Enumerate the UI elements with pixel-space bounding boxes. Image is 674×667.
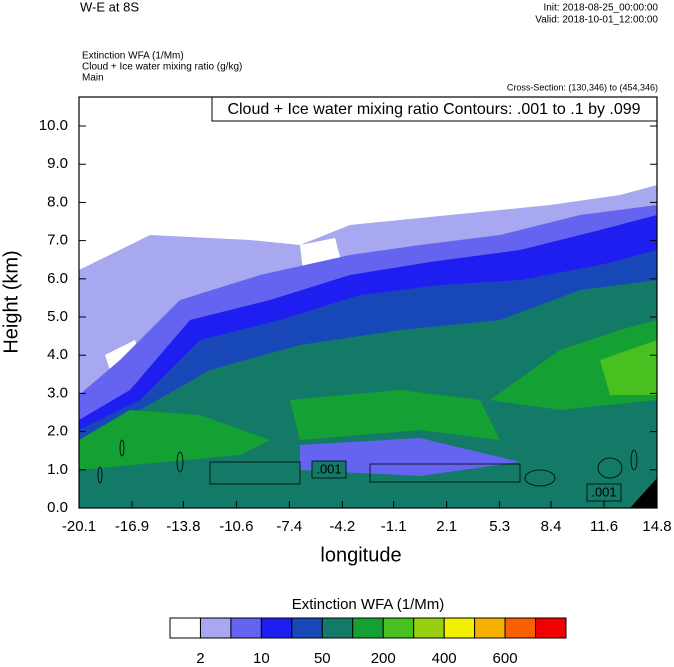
x-tick-label: -7.4 (276, 518, 302, 535)
colorbar-swatch (260, 617, 293, 639)
colorbar-label: 10 (253, 650, 270, 667)
contour-info: Cloud + Ice water mixing ratio Contours:… (227, 101, 640, 118)
colorbar-swatch (199, 617, 232, 639)
x-tick-label: 14.8 (642, 518, 671, 535)
plot-frame (78, 96, 658, 509)
y-tick-label: 5.0 (47, 308, 68, 325)
x-tick-label: 11.6 (590, 518, 618, 535)
colorbar-swatch (169, 617, 201, 639)
colorbar-label: 2 (196, 650, 204, 667)
y-tick-label: 3.0 (47, 384, 68, 401)
field-label: Main (82, 73, 104, 84)
colorbar-swatch (291, 617, 323, 639)
cross-section: Cross-Section: (130,346) to (454,346) (507, 82, 658, 92)
x-tick-label: -10.6 (219, 518, 253, 535)
y-tick-label: 2.0 (47, 423, 68, 440)
init-time: Init: 2018-08-25_00:00:00 (543, 3, 658, 14)
chart-title: W-E at 8S (80, 0, 139, 14)
y-tick-label: 4.0 (47, 346, 68, 363)
contour-label-box (311, 460, 347, 479)
x-tick-label: -20.1 (62, 518, 96, 535)
y-axis-title: Height (km) (0, 250, 22, 353)
x-tick-label: -4.2 (329, 518, 355, 535)
contour-info-box (211, 96, 658, 122)
contour-label: .001 (591, 484, 616, 499)
valid-time: Valid: 2018-10-01_12:00:00 (535, 15, 658, 26)
x-axis-title: longitude (320, 544, 401, 566)
x-tick-label: 5.3 (489, 518, 510, 535)
y-tick-label: 6.0 (47, 270, 68, 287)
contour-label: .001 (316, 461, 341, 476)
colorbar-swatch (321, 617, 354, 639)
field-label: Extinction WFA (1/Mm) (82, 51, 184, 62)
colorbar-swatch (382, 617, 415, 639)
colorbar-swatch (504, 617, 537, 639)
colorbar-label: 600 (493, 650, 518, 667)
y-tick-label: 9.0 (47, 155, 68, 172)
colorbar-label: 200 (371, 650, 396, 667)
colorbar-swatch (230, 617, 262, 639)
y-tick-label: 10.0 (39, 117, 68, 134)
y-tick-label: 8.0 (47, 193, 68, 210)
x-tick-label: -16.9 (115, 518, 149, 535)
x-tick-label: 8.4 (541, 518, 562, 535)
colorbar-label: 50 (314, 650, 331, 667)
contour-field (79, 97, 657, 508)
colorbar-title: Extinction WFA (1/Mm) (292, 596, 445, 613)
colorbar-swatch (443, 617, 476, 639)
colorbar-swatch (474, 617, 506, 639)
colorbar-swatch (352, 617, 384, 639)
x-tick-label: -1.1 (381, 518, 407, 535)
y-tick-label: 7.0 (47, 232, 68, 249)
colorbar-label: 400 (432, 650, 457, 667)
x-tick-label: 2.1 (436, 518, 457, 535)
colorbar-swatch (413, 617, 445, 639)
colorbar-swatch (535, 617, 567, 639)
y-tick-label: 0.0 (47, 499, 68, 516)
x-tick-label: -13.8 (166, 518, 200, 535)
field-label: Cloud + Ice water mixing ratio (g/kg) (82, 62, 242, 73)
y-tick-label: 1.0 (47, 461, 68, 478)
